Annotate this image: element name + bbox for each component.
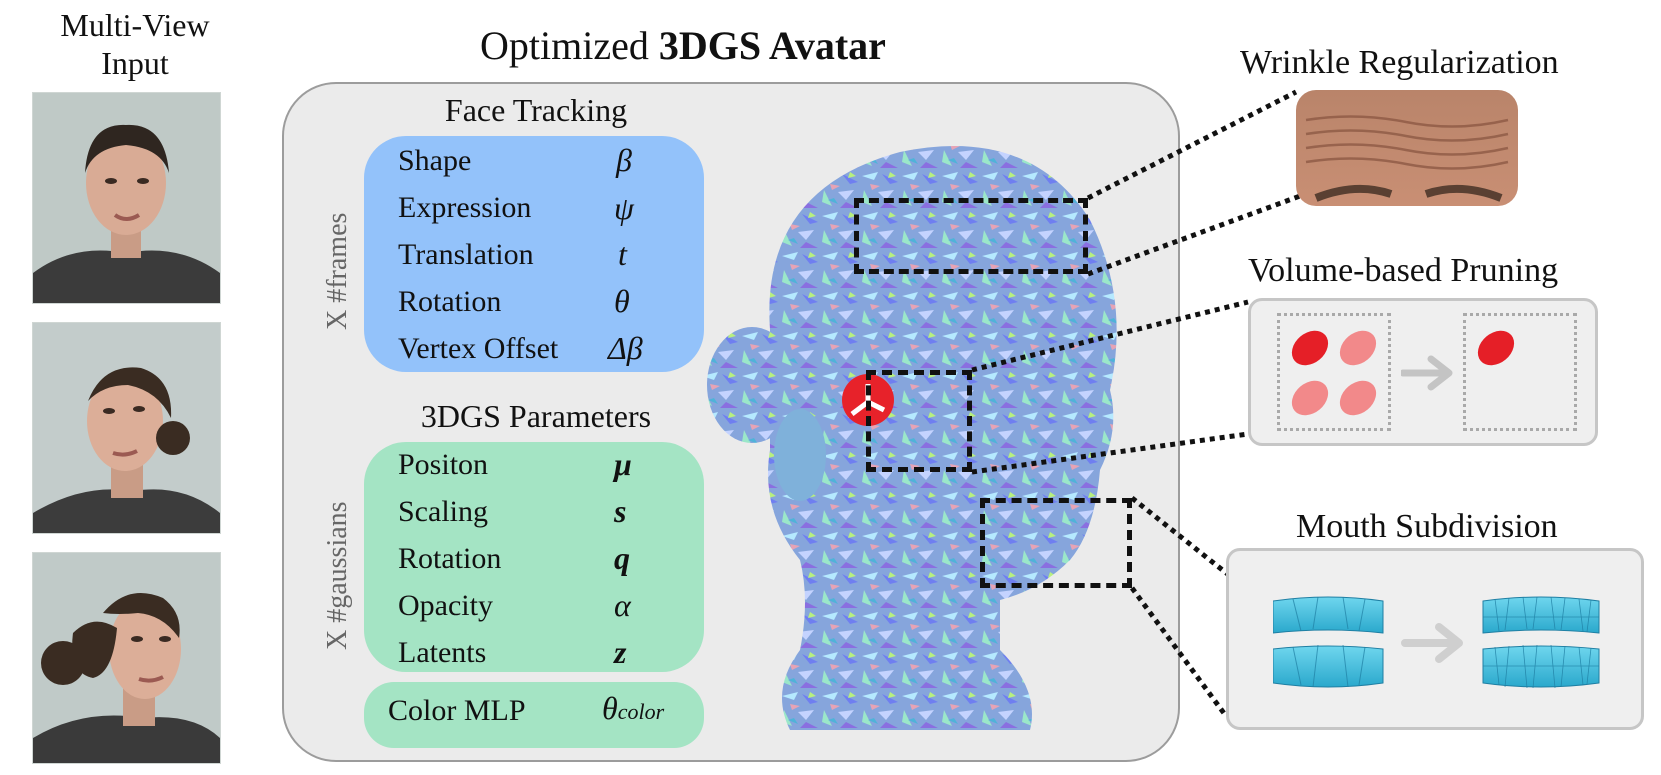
mouth-subdivision-panel [1226,548,1644,730]
color-mlp-subscript: color [617,699,665,724]
color-mlp-label: Color MLP [388,694,526,727]
ft-row-expression-label: Expression [398,191,532,224]
main-title-regular: Optimized [480,23,659,68]
ft-symbol-beta: β [616,142,632,178]
ft-symbol-psi: ψ [614,190,634,226]
input-photo-3 [33,553,220,763]
input-photo-2 [33,323,220,533]
ft-row-shape-label: Shape [398,144,472,177]
input-title-line2: Input [101,45,169,81]
ft-symbol-t: t [618,236,627,272]
volume-pruning-panel [1248,298,1598,446]
eye-highlight-box [866,370,972,472]
gs-row-position-label: Positon [398,448,489,481]
gs-params-title: 3DGS Parameters [420,398,652,434]
gs-row-scaling-label: Scaling [398,495,488,528]
ft-row-rotation-label: Rotation [398,285,502,318]
mouth-connector-bottom [1129,586,1229,718]
volume-pruning-title: Volume-based Pruning [1248,252,1559,289]
wrinkle-regularization-title: Wrinkle Regularization [1240,44,1559,81]
color-mlp-symbol: θcolor [602,690,664,727]
gs-symbol-s: s [614,493,627,529]
input-title-line1: Multi-View [60,7,210,43]
pruning-before-box [1277,313,1391,431]
ear-shape [774,409,826,501]
mouth-highlight-box [980,498,1132,588]
ft-symbol-theta: θ [614,283,630,319]
main-title: Optimized 3DGS Avatar [480,22,980,69]
face-tracking-box: Shape Expression Translation Rotation Ve… [364,136,704,372]
eye-connector-top [971,299,1249,373]
input-photo-1 [33,93,220,303]
gs-row-rotation-label: Rotation [398,542,502,575]
forehead-connector-top [1086,89,1298,201]
gs-row-latents-label: Latents [398,636,487,669]
main-title-bold: 3DGS Avatar [658,23,886,68]
mouth-subdivision-title: Mouth Subdivision [1296,508,1558,545]
ft-symbol-delta-beta: Δβ [608,330,643,366]
pruning-after-box [1463,313,1577,431]
mouth-connector-top [1130,496,1232,578]
multi-view-input-title: Multi-View Input [20,6,250,82]
ft-row-vertex-offset-label: Vertex Offset [398,332,559,365]
forehead-connector-bottom [1087,193,1301,277]
gs-row-opacity-label: Opacity [398,589,493,622]
color-mlp-box: Color MLP θcolor [364,682,704,748]
color-mlp-theta: θ [602,690,618,726]
gs-symbol-alpha: α [614,587,631,623]
wrinkle-image [1296,90,1518,206]
forehead-highlight-box [854,198,1088,274]
gs-symbol-q: q [614,540,630,576]
mouth-subdivision-diagram [1273,596,1600,689]
gs-symbol-z: z [614,634,627,670]
gs-params-box: Positon Scaling Rotation Opacity Latents… [364,442,704,672]
gs-symbol-mu: μ [614,446,632,482]
pruning-arrow-icon [1401,355,1453,391]
face-tracking-title: Face Tracking [444,92,628,128]
eye-connector-bottom [971,431,1249,475]
ft-row-translation-label: Translation [398,238,534,271]
